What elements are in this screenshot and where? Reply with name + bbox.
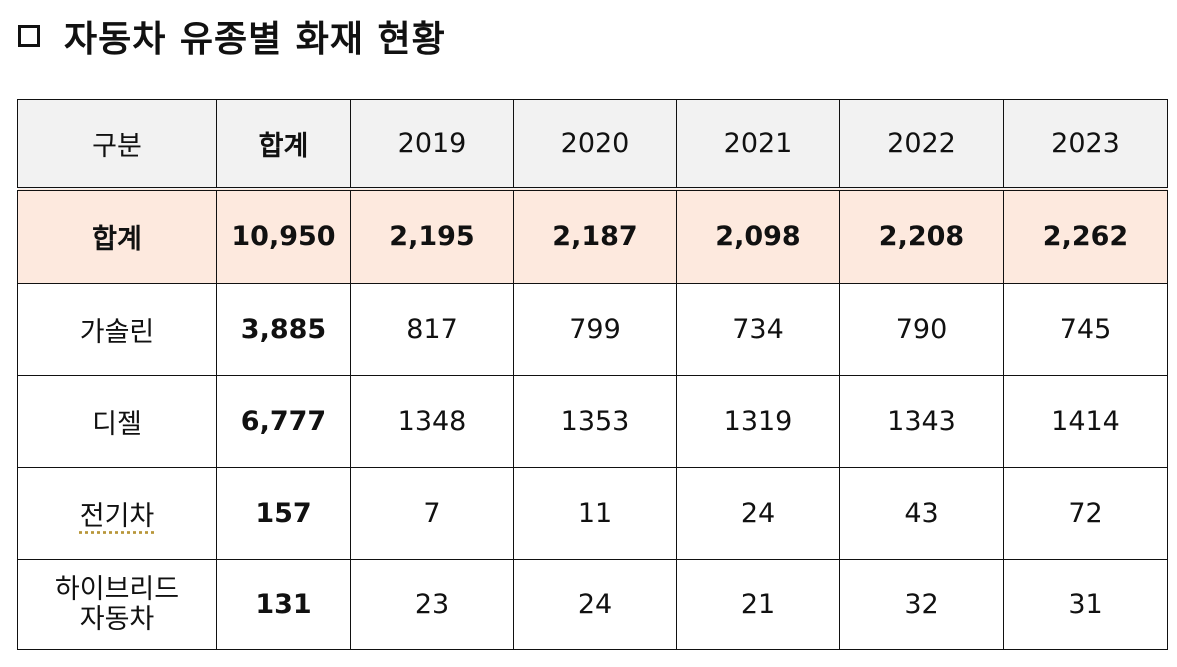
fire-stats-table: 구분 합계 2019 2020 2021 2022 2023 합계 10,950… bbox=[17, 99, 1168, 650]
row-label: 디젤 bbox=[17, 375, 217, 468]
header-year: 2021 bbox=[676, 99, 840, 191]
row-label-line: 하이브리드 bbox=[54, 573, 180, 605]
cell-value: 2,195 bbox=[350, 188, 514, 284]
cell-value: 734 bbox=[676, 283, 840, 376]
cell-value: 1414 bbox=[1003, 375, 1168, 468]
cell-value: 72 bbox=[1003, 467, 1168, 560]
row-sum: 10,950 bbox=[216, 188, 351, 284]
cell-value: 790 bbox=[839, 283, 1004, 376]
row-label-text: 전기차 bbox=[79, 501, 155, 532]
cell-value: 24 bbox=[676, 467, 840, 560]
cell-value: 799 bbox=[513, 283, 677, 376]
cell-value: 1343 bbox=[839, 375, 1004, 468]
row-label: 합계 bbox=[17, 188, 217, 284]
header-category: 구분 bbox=[17, 99, 217, 191]
table-row: 디젤 6,777 1348 1353 1319 1343 1414 bbox=[17, 375, 1168, 468]
cell-value: 2,098 bbox=[676, 188, 840, 284]
row-label: 전기차 bbox=[17, 467, 217, 560]
header-year: 2022 bbox=[839, 99, 1004, 191]
header-row: 구분 합계 2019 2020 2021 2022 2023 bbox=[17, 99, 1168, 191]
total-row: 합계 10,950 2,195 2,187 2,098 2,208 2,262 bbox=[17, 188, 1168, 284]
table-row: 전기차 157 7 11 24 43 72 bbox=[17, 467, 1168, 560]
cell-value: 21 bbox=[676, 559, 840, 650]
cell-value: 11 bbox=[513, 467, 677, 560]
square-outline-icon bbox=[18, 25, 40, 47]
cell-value: 1348 bbox=[350, 375, 514, 468]
cell-value: 31 bbox=[1003, 559, 1168, 650]
row-sum: 6,777 bbox=[216, 375, 351, 468]
cell-value: 2,187 bbox=[513, 188, 677, 284]
table-row: 하이브리드 자동차 131 23 24 21 32 31 bbox=[17, 559, 1168, 650]
cell-value: 2,262 bbox=[1003, 188, 1168, 284]
header-year: 2020 bbox=[513, 99, 677, 191]
cell-value: 2,208 bbox=[839, 188, 1004, 284]
cell-value: 7 bbox=[350, 467, 514, 560]
page-title: 자동차 유종별 화재 현황 bbox=[18, 10, 446, 62]
row-label: 하이브리드 자동차 bbox=[17, 559, 217, 650]
cell-value: 23 bbox=[350, 559, 514, 650]
header-year: 2023 bbox=[1003, 99, 1168, 191]
row-sum: 157 bbox=[216, 467, 351, 560]
cell-value: 1319 bbox=[676, 375, 840, 468]
cell-value: 32 bbox=[839, 559, 1004, 650]
row-sum: 3,885 bbox=[216, 283, 351, 376]
header-sum: 합계 bbox=[216, 99, 351, 191]
cell-value: 745 bbox=[1003, 283, 1168, 376]
cell-value: 43 bbox=[839, 467, 1004, 560]
cell-value: 817 bbox=[350, 283, 514, 376]
table-row: 가솔린 3,885 817 799 734 790 745 bbox=[17, 283, 1168, 376]
page-title-text: 자동차 유종별 화재 현황 bbox=[64, 19, 446, 60]
row-sum: 131 bbox=[216, 559, 351, 650]
header-year: 2019 bbox=[350, 99, 514, 191]
row-label-line: 자동차 bbox=[79, 603, 155, 635]
cell-value: 1353 bbox=[513, 375, 677, 468]
cell-value: 24 bbox=[513, 559, 677, 650]
row-label: 가솔린 bbox=[17, 283, 217, 376]
